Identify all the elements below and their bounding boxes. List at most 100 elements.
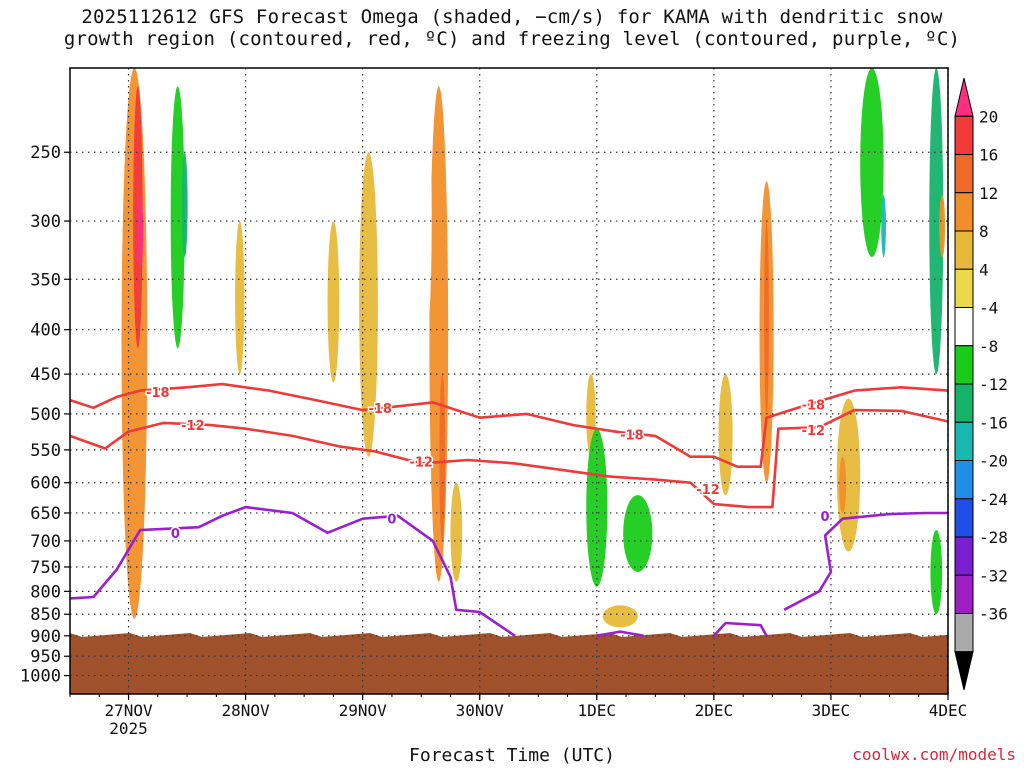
omega-region (602, 605, 638, 628)
title-line-2: growth region (contoured, red, ºC) and f… (63, 28, 961, 50)
y-tick-label: 250 (30, 143, 61, 163)
omega-region (881, 195, 886, 258)
omega-region (346, 68, 356, 290)
x-tick-label: 1DEC (578, 701, 617, 720)
x-tick-label: 3DEC (812, 701, 851, 720)
omega-region (860, 68, 884, 258)
y-tick-label: 350 (30, 270, 61, 290)
omega-region (718, 374, 733, 496)
omega-region (656, 68, 666, 349)
x-tick-label: 4DEC (929, 701, 968, 720)
colorbar-swatch (954, 498, 974, 538)
contour-label: -18 (146, 386, 170, 401)
omega-region (359, 152, 378, 457)
omega-region (623, 495, 653, 572)
chart-title: 2025112612 GFS Forecast Omega (shaded, −… (0, 6, 1024, 50)
contour-label: -18 (620, 428, 644, 443)
colorbar-swatch (954, 345, 974, 385)
colorbar-swatch (954, 115, 974, 155)
colorbar-label: 20 (979, 107, 998, 126)
colorbar-arrow-bottom (954, 651, 974, 691)
omega-region (103, 428, 118, 606)
y-tick-label: 750 (30, 558, 61, 578)
omega-region (422, 103, 432, 330)
credit-link[interactable]: coolwx.com/models (852, 745, 1016, 764)
terrain-layer (70, 632, 948, 694)
omega-region (764, 221, 769, 414)
omega-region (439, 374, 446, 541)
omega-region (181, 152, 188, 258)
colorbar-label: 4 (979, 260, 989, 279)
x-tick-label: 27NOV (104, 701, 153, 720)
contour-label: 0 (821, 510, 830, 525)
colorbar-label: 16 (979, 146, 998, 165)
colorbar-swatch (954, 307, 974, 347)
colorbar: 20 16 12 8 4 -4 -8 -12 -16 -20 -24 -28 -32 -36 (954, 77, 1008, 691)
colorbar-swatch (954, 192, 974, 232)
colorbar-swatch (954, 383, 974, 423)
omega-region (572, 68, 587, 496)
x-tick-sublabel: 2025 (109, 719, 148, 738)
colorbar-label: -32 (979, 566, 1008, 585)
colorbar-label: 12 (979, 184, 998, 203)
y-tick-label: 850 (30, 605, 61, 625)
omega-region (327, 221, 340, 383)
y-tick-label: 500 (30, 405, 61, 425)
y-tick-label: 400 (30, 321, 61, 341)
y-tick-label: 450 (30, 365, 61, 385)
colorbar-swatch (954, 154, 974, 194)
contour-line (70, 505, 516, 637)
contour-line (712, 621, 768, 637)
colorbar-label: -8 (979, 337, 998, 356)
omega-region (546, 221, 554, 457)
omega-region (586, 428, 608, 587)
colorbar-swatch (954, 421, 974, 461)
contour-line (70, 382, 948, 469)
omega-region (939, 195, 946, 258)
contour-layer (70, 382, 948, 638)
colorbar-label: -12 (979, 375, 1008, 394)
colorbar-swatch (954, 460, 974, 500)
y-tick-label: 650 (30, 504, 61, 524)
y-tick-label: 700 (30, 532, 61, 552)
colorbar-arrow-top (954, 77, 974, 117)
contour-label: -12 (802, 424, 826, 439)
y-tick-label: 950 (30, 647, 61, 667)
y-tick-label: 800 (30, 582, 61, 602)
y-tick-label: 550 (30, 441, 61, 461)
colorbar-label: -16 (979, 413, 1008, 432)
colorbar-swatch (954, 268, 974, 308)
colorbar-label: -24 (979, 490, 1008, 509)
x-tick-label: 30NOV (456, 701, 505, 720)
contour-label: -18 (802, 399, 826, 414)
y-axis: 2503003504004505005506006507007508008509… (20, 143, 70, 687)
title-line-1: 2025112612 GFS Forecast Omega (shaded, −… (81, 6, 943, 28)
contour-label: -12 (181, 419, 205, 434)
x-axis-label: Forecast Time (UTC) (409, 745, 615, 766)
omega-region (235, 221, 245, 375)
colorbar-label: -36 (979, 605, 1008, 624)
omega-region (498, 329, 508, 429)
colorbar-swatch (954, 613, 974, 653)
contour-label: -18 (368, 402, 392, 417)
contour-label: -12 (409, 455, 433, 470)
y-tick-label: 900 (30, 627, 61, 647)
omega-region (626, 68, 638, 399)
contour-labels: -18 -12 -18 -12 -18 -12 -18 -12 0 0 0 (145, 385, 832, 544)
omega-region (929, 68, 944, 375)
contour-label: 0 (171, 527, 180, 542)
contour-line (70, 408, 948, 509)
contour-line (596, 630, 644, 638)
colorbar-label: -4 (979, 299, 998, 318)
contour-label: -12 (696, 483, 720, 498)
terrain (70, 632, 948, 694)
y-tick-label: 300 (30, 212, 61, 232)
omega-region (137, 195, 144, 269)
omega-region (930, 529, 943, 615)
omega-region (836, 398, 861, 552)
y-tick-label: 1000 (20, 667, 61, 687)
colorbar-label: -20 (979, 452, 1008, 471)
colorbar-swatch (954, 574, 974, 614)
